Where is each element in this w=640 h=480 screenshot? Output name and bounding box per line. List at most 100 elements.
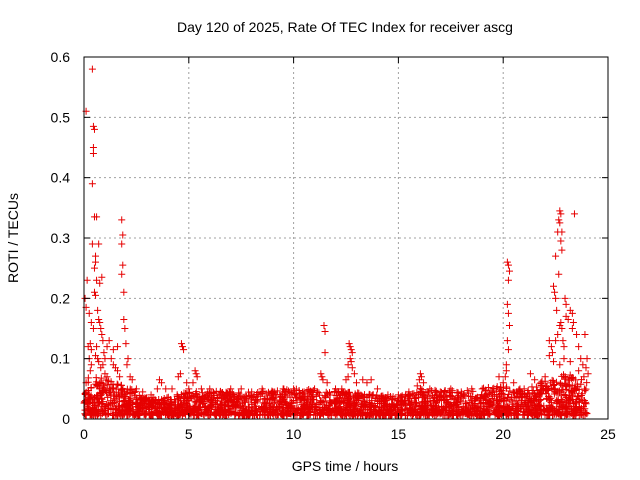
data-point	[92, 352, 100, 360]
data-point	[247, 408, 255, 416]
data-point	[90, 404, 98, 412]
data-point	[214, 397, 222, 405]
data-point	[104, 393, 112, 401]
data-point	[552, 337, 560, 345]
data-point	[565, 376, 573, 384]
data-point	[557, 210, 565, 218]
data-point	[338, 385, 346, 393]
data-point	[556, 361, 564, 369]
data-point	[345, 401, 353, 409]
data-point	[319, 411, 327, 419]
data-point	[514, 403, 522, 411]
data-point	[344, 361, 352, 369]
data-point	[120, 288, 128, 296]
data-point	[289, 399, 297, 407]
data-point	[547, 343, 555, 351]
data-point	[497, 406, 505, 414]
data-point	[254, 391, 262, 399]
data-point	[572, 386, 580, 394]
data-point	[477, 399, 485, 407]
data-point	[417, 373, 425, 381]
data-point	[218, 401, 226, 409]
data-point	[210, 391, 218, 399]
data-point	[345, 340, 353, 348]
data-point	[562, 393, 570, 401]
data-point	[582, 364, 590, 372]
data-point	[550, 282, 558, 290]
data-point	[242, 406, 250, 414]
data-point	[241, 394, 249, 402]
data-point	[90, 125, 98, 133]
data-point	[334, 403, 342, 411]
data-point	[286, 393, 294, 401]
data-point	[531, 376, 539, 384]
data-point	[103, 343, 111, 351]
data-point	[384, 405, 392, 413]
data-point	[421, 410, 429, 418]
data-point	[143, 405, 150, 413]
data-point	[362, 411, 370, 419]
data-point	[413, 382, 421, 390]
data-point	[90, 288, 98, 296]
data-point	[367, 403, 375, 411]
data-point	[581, 405, 589, 413]
data-point	[359, 376, 367, 384]
data-point	[107, 378, 115, 386]
data-point	[577, 355, 585, 363]
data-point	[502, 384, 510, 392]
data-point	[434, 410, 442, 418]
data-point	[103, 381, 111, 389]
data-point	[561, 382, 569, 390]
data-point	[477, 391, 485, 399]
data-point	[339, 398, 347, 406]
data-point	[117, 381, 125, 389]
data-point	[414, 394, 422, 402]
data-point	[127, 407, 135, 415]
data-point	[177, 340, 185, 348]
data-point	[406, 404, 414, 412]
data-point	[442, 401, 450, 409]
data-point	[552, 294, 560, 302]
data-point	[485, 389, 493, 397]
data-point	[482, 403, 490, 411]
data-point	[546, 396, 554, 404]
data-point	[114, 367, 122, 375]
data-point	[332, 385, 340, 393]
data-point	[559, 371, 567, 379]
data-point	[551, 288, 559, 296]
data-point	[426, 385, 434, 393]
data-point	[206, 410, 214, 418]
data-point	[328, 407, 336, 415]
data-point	[230, 402, 238, 410]
data-point	[564, 315, 572, 323]
data-point	[348, 410, 356, 418]
data-point	[176, 370, 184, 378]
data-point	[488, 395, 496, 403]
data-point	[347, 346, 355, 354]
data-point	[269, 411, 277, 419]
data-point	[468, 407, 476, 415]
data-point	[501, 373, 509, 381]
data-point	[330, 396, 338, 404]
data-point	[350, 411, 358, 419]
data-point	[88, 180, 96, 188]
data-point	[109, 346, 117, 354]
data-point	[192, 370, 200, 378]
data-point	[251, 406, 259, 414]
data-point	[269, 388, 277, 396]
data-point	[411, 394, 419, 402]
data-point	[175, 394, 183, 402]
data-point	[130, 388, 138, 396]
data-point	[416, 370, 424, 378]
data-point	[548, 403, 556, 411]
data-point	[508, 398, 516, 406]
data-point	[413, 411, 421, 419]
data-point	[225, 409, 233, 417]
data-point	[307, 388, 315, 396]
data-point	[405, 388, 413, 396]
data-point	[515, 386, 523, 394]
data-point	[92, 291, 100, 299]
data-point	[506, 387, 514, 395]
data-point	[322, 394, 330, 402]
data-point	[266, 395, 274, 403]
